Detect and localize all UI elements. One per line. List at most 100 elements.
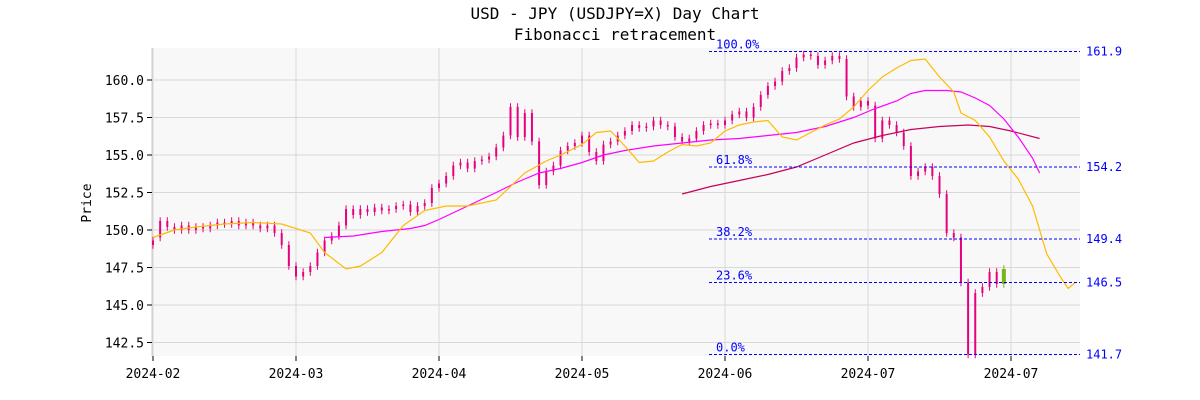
candle-body	[959, 237, 962, 283]
fib-level-label: 61.8%	[716, 153, 753, 167]
candle-body	[867, 101, 869, 106]
candle-body	[459, 162, 462, 166]
candle-body	[573, 143, 576, 146]
candle-body	[380, 207, 383, 211]
candle-body	[774, 81, 777, 86]
candle-body	[480, 159, 483, 161]
candle-body	[681, 137, 684, 142]
candle-body	[845, 59, 848, 97]
candle-body	[409, 204, 412, 212]
candle-body	[244, 222, 247, 226]
candle-body	[530, 113, 533, 142]
candle-body	[731, 114, 734, 121]
candle-body	[287, 245, 290, 266]
candle-body	[430, 188, 433, 203]
candle-body	[1001, 269, 1006, 284]
candle-body	[666, 125, 669, 127]
candle-body	[330, 236, 333, 241]
candle-body	[495, 147, 498, 157]
candle-body	[445, 176, 448, 184]
y-tick-label: 160.0	[105, 74, 144, 89]
candle-body	[745, 111, 748, 118]
candle-body	[824, 60, 827, 65]
candle-body	[738, 111, 741, 115]
fib-level-label: 100.0%	[716, 38, 760, 52]
candle-body	[716, 123, 719, 125]
candle-body	[795, 57, 798, 68]
candles-group	[152, 50, 1006, 359]
candle-body	[709, 123, 712, 125]
x-tick-label: 2024-03	[269, 367, 324, 382]
fib-price-label: 161.9	[1086, 45, 1122, 59]
y-tick-label: 157.5	[105, 112, 144, 127]
candle-body	[967, 282, 970, 355]
candle-body	[516, 107, 519, 137]
x-tick-label: 2024-04	[412, 367, 467, 382]
candle-body	[552, 165, 555, 172]
candle-body	[559, 150, 562, 166]
candle-body	[788, 68, 791, 71]
candle-body	[645, 126, 648, 128]
candle-body	[659, 120, 662, 125]
candle-body	[273, 225, 276, 233]
candle-body	[781, 71, 784, 82]
candle-body	[438, 183, 440, 188]
candle-body	[345, 209, 348, 226]
candle-body	[523, 113, 526, 137]
candle-body	[938, 176, 941, 194]
candle-body	[995, 272, 998, 284]
candle-body	[202, 227, 205, 229]
candle-body	[924, 167, 927, 172]
candle-body	[802, 54, 805, 58]
fib-price-label: 154.2	[1086, 160, 1122, 174]
candle-body	[852, 96, 855, 107]
candle-body	[838, 56, 841, 59]
candle-body	[673, 126, 676, 137]
candle-body	[988, 272, 991, 287]
fib-level-label: 38.2%	[716, 225, 753, 239]
candle-body	[159, 221, 162, 238]
x-tick-label: 2024-06	[698, 367, 753, 382]
candle-body	[452, 165, 455, 176]
moving-average-mid	[324, 89, 1041, 239]
candle-body	[488, 156, 491, 160]
chart-title: USD - JPY (USDJPY=X) Day Chart	[471, 4, 760, 23]
candle-body	[180, 225, 183, 230]
candle-body	[323, 240, 326, 253]
x-tick-label: 2024-07	[984, 367, 1039, 382]
candle-body	[623, 131, 626, 136]
candle-body	[359, 209, 362, 215]
candle-body	[152, 240, 154, 245]
y-tick-label: 142.5	[105, 337, 144, 352]
y-axis-ticks: 142.5 145.0 147.5 150.0 152.5 155.0 157.5 160.0	[105, 74, 152, 352]
chart-subtitle: Fibonacci retracement	[514, 25, 716, 44]
candle-body	[981, 287, 984, 293]
candle-body	[566, 146, 569, 151]
fib-level-label: 23.6%	[716, 269, 753, 283]
y-tick-label: 152.5	[105, 187, 144, 202]
candle-body	[881, 120, 884, 139]
plot-background	[152, 48, 1080, 356]
candle-body	[952, 233, 955, 238]
candle-body	[888, 120, 891, 125]
candle-body	[423, 203, 426, 206]
fib-price-label: 141.7	[1086, 348, 1122, 362]
candle-body	[909, 146, 912, 176]
y-axis-label: Price	[80, 183, 95, 222]
x-axis-ticks: 2024-02 2024-03 2024-04 2024-05 2024-06 2024-…	[126, 356, 1039, 382]
candle-body	[466, 162, 469, 169]
moving-average-slow	[681, 124, 1040, 195]
candle-body	[352, 209, 355, 215]
candle-body	[759, 95, 762, 107]
candle-body	[209, 225, 212, 229]
candle-body	[259, 225, 262, 229]
candle-body	[631, 125, 634, 131]
candle-body	[366, 209, 369, 212]
candle-body	[945, 194, 948, 233]
x-tick-label: 2024-05	[555, 367, 610, 382]
candle-body	[602, 144, 605, 161]
candle-body	[688, 138, 691, 142]
candle-body	[337, 225, 340, 236]
candle-body	[724, 120, 726, 125]
